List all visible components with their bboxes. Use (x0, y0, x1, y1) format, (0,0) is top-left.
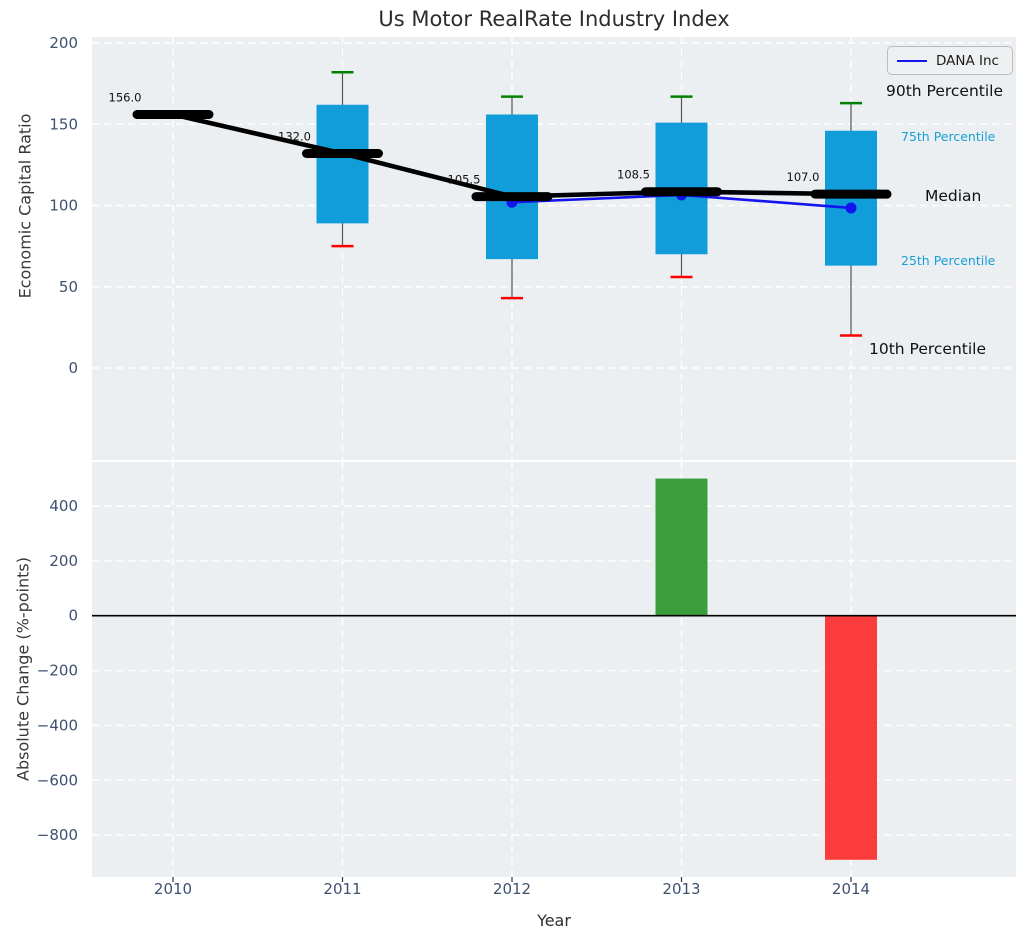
legend-line-icon (897, 59, 927, 62)
median-value-label: 107.0 (787, 170, 820, 184)
bottom-y-tick-label: −800 (37, 826, 78, 844)
x-tick-label: 2011 (323, 880, 361, 898)
median-value-label: 108.5 (617, 168, 650, 182)
median-value-label: 156.0 (109, 91, 142, 105)
change-bar-positive (655, 478, 708, 616)
x-axis-label: Year (537, 911, 571, 930)
bottom-y-tick-label: 0 (68, 607, 78, 625)
top-y-tick-label: 0 (68, 359, 78, 377)
bottom-y-tick-label: −600 (37, 771, 78, 789)
x-tick-label: 2013 (662, 880, 700, 898)
top-y-axis-label: Economic Capital Ratio (15, 113, 35, 299)
x-tick-label: 2014 (832, 880, 870, 898)
top-y-tick-label: 100 (49, 197, 78, 215)
legend: DANA Inc (887, 46, 1013, 75)
bottom-plot-background (92, 462, 1016, 877)
change-bar-negative (825, 615, 877, 860)
top-plot-background (92, 37, 1016, 460)
annotation-75th-percentile: 75th Percentile (901, 129, 996, 144)
bottom-y-tick-label: 400 (49, 497, 78, 515)
top-y-tick-label: 200 (49, 34, 78, 52)
x-tick-label: 2012 (493, 880, 531, 898)
iqr-box (316, 104, 369, 224)
annotation-median: Median (925, 187, 982, 205)
annotation-25th-percentile: 25th Percentile (901, 253, 996, 268)
median-value-label: 132.0 (278, 130, 311, 144)
chart-title: Us Motor RealRate Industry Index (378, 7, 730, 31)
x-tick-label: 2010 (154, 880, 192, 898)
company-marker (845, 202, 857, 214)
bottom-y-tick-label: −200 (37, 662, 78, 680)
annotation-90th-percentile: 90th Percentile (886, 82, 1004, 100)
iqr-box (486, 114, 538, 260)
median-value-label: 105.5 (448, 173, 481, 187)
bottom-y-tick-label: −400 (37, 716, 78, 734)
legend-label: DANA Inc (936, 52, 999, 69)
top-y-tick-label: 150 (49, 115, 78, 133)
bottom-y-tick-label: 200 (49, 552, 78, 570)
top-y-tick-label: 50 (59, 278, 78, 296)
bottom-y-axis-label: Absolute Change (%-points) (13, 557, 33, 781)
annotation-10th-percentile: 10th Percentile (869, 340, 987, 358)
